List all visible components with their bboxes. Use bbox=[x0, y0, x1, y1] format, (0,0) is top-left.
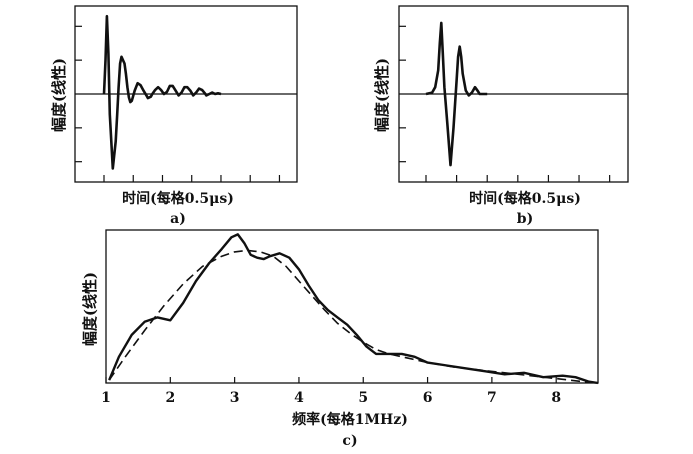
panel-c-ylabel: 幅度(线性) bbox=[81, 272, 99, 346]
c-x-tick-label-0: 1 bbox=[101, 390, 111, 406]
panel-c-series-solid bbox=[108, 233, 599, 385]
panel-c: 1 2 3 4 5 6 7 8 幅度(线性) 频率(每格1MHz) c) bbox=[81, 229, 599, 449]
c-x-tick-label-7: 8 bbox=[551, 390, 561, 406]
panel-a: 幅度(线性) 时间(每格0.5μs) a) bbox=[50, 5, 298, 227]
panel-c-caption: c) bbox=[342, 433, 357, 449]
panel-a-ticks bbox=[75, 25, 281, 182]
panel-a-series-line bbox=[102, 14, 222, 170]
panel-c-xlabel: 频率(每格1MHz) bbox=[292, 411, 408, 428]
c-x-tick-label-3: 4 bbox=[294, 390, 304, 406]
c-x-tick-label-1: 2 bbox=[165, 390, 175, 406]
c-x-tick-label-6: 7 bbox=[487, 390, 497, 406]
panel-a-xlabel: 时间(每格0.5μs) bbox=[122, 190, 234, 207]
panel-c-ticks: 1 2 3 4 5 6 7 8 bbox=[101, 377, 561, 406]
panel-b-ticks bbox=[399, 25, 611, 182]
c-x-tick-label-4: 5 bbox=[358, 390, 368, 406]
panel-b-caption: b) bbox=[517, 211, 533, 227]
c-x-tick-label-2: 3 bbox=[230, 390, 240, 406]
panel-a-caption: a) bbox=[170, 211, 186, 227]
panel-b: 幅度(线性) 时间(每格0.5μs) b) bbox=[373, 5, 629, 227]
panel-b-xlabel: 时间(每格0.5μs) bbox=[469, 190, 581, 207]
panel-b-series-line bbox=[425, 21, 488, 167]
panel-a-ylabel: 幅度(线性) bbox=[50, 58, 68, 132]
c-x-tick-label-5: 6 bbox=[423, 390, 433, 406]
panel-c-series-dashed bbox=[108, 249, 599, 384]
panel-b-ylabel: 幅度(线性) bbox=[373, 58, 391, 132]
panel-c-frame bbox=[105, 229, 599, 384]
